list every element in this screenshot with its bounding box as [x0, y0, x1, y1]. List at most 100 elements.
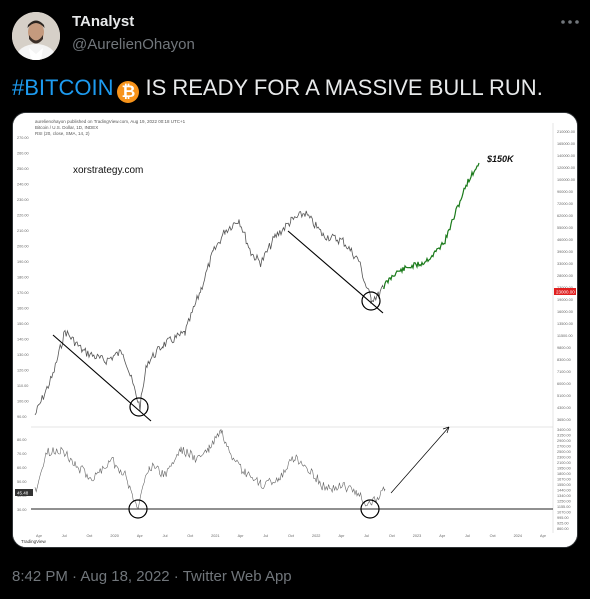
- y-left-tick-label: 140.00: [17, 338, 29, 342]
- x-tick-label: Jul: [364, 534, 369, 538]
- y-right-tick-label: 4300.00: [557, 406, 571, 410]
- rsi-right-tick-label: 2900.00: [557, 439, 571, 443]
- rsi-right-tick-label: 995.00: [557, 516, 569, 520]
- client-link[interactable]: Twitter Web App: [182, 568, 292, 585]
- y-right-tick-label: 90000.00: [557, 190, 573, 194]
- x-tick-label: Oct: [389, 534, 396, 538]
- y-right-tick-label: 19000.00: [557, 298, 573, 302]
- author-handle[interactable]: @AurelienOhayon: [72, 36, 195, 53]
- projection-series-line: [382, 162, 480, 290]
- rsi-tag: [15, 489, 33, 496]
- trendline-2019: [52, 334, 152, 422]
- timestamp-separator: ·: [169, 568, 183, 585]
- rsi-right-tick-label: 2100.00: [557, 461, 571, 465]
- bitcoin-icon: ₿: [117, 81, 140, 103]
- y-left-tick-label: 200.00: [17, 245, 29, 249]
- y-right-tick-label: 100000.00: [557, 178, 575, 182]
- x-tick-label: Apr: [338, 534, 345, 538]
- rsi-right-tick-label: 1340.00: [557, 494, 571, 498]
- x-tick-label: 2023: [413, 534, 421, 538]
- x-tick-label: Oct: [288, 534, 295, 538]
- rsi-right-tick-label: 3150.00: [557, 434, 571, 438]
- y-right-tick-label: 55000.00: [557, 226, 573, 230]
- price-tag-text: 23000.00: [556, 290, 575, 295]
- rsi-tag-text: 45.48: [17, 491, 29, 496]
- avatar-image: [12, 12, 60, 60]
- x-tick-label: Jul: [62, 534, 67, 538]
- rsi-arrow-line: [390, 426, 450, 494]
- x-tick-label: Jul: [263, 534, 268, 538]
- x-tick-label: Apr: [540, 534, 547, 538]
- y-right-tick-label: 140000.00: [557, 154, 575, 158]
- x-tick-label: Apr: [36, 534, 43, 538]
- rsi-right-tick-label: 1070.00: [557, 511, 571, 515]
- x-tick-label: 2022: [312, 534, 320, 538]
- y-right-tick-label: 5100.00: [557, 394, 571, 398]
- y-left-tick-label: 220.00: [17, 214, 29, 218]
- author-name[interactable]: TAnalyst: [72, 13, 135, 30]
- y-left-tick-label: 190.00: [17, 260, 29, 264]
- chart-header-line1: aurelienohayon published on TradingView.…: [35, 119, 186, 124]
- chart-header-line2: Bitcoin / U.S. Dollar, 1D, INDEX: [35, 125, 98, 130]
- trendline-2022: [287, 230, 384, 314]
- y-right-tick-label: 120000.00: [557, 166, 575, 170]
- circle-marker-2022-price: [361, 291, 381, 311]
- y-right-tick-label: 13500.00: [557, 322, 573, 326]
- rsi-left-tick-label: 50.00: [17, 480, 27, 484]
- price-tag: [554, 288, 576, 295]
- y-right-tick-label: 6000.00: [557, 382, 571, 386]
- x-tick-label: Jul: [465, 534, 470, 538]
- x-tick-label: Apr: [137, 534, 144, 538]
- y-right-tick-label: 3650.00: [557, 418, 571, 422]
- x-tick-label: Apr: [238, 534, 245, 538]
- y-right-tick-label: 62000.00: [557, 214, 573, 218]
- x-tick-label: Apr: [439, 534, 446, 538]
- rsi-left-tick-label: 80.00: [17, 438, 27, 442]
- tweet-time[interactable]: 8:42 PM: [12, 568, 68, 585]
- chart-svg: aurelienohayon published on TradingView.…: [13, 113, 577, 547]
- x-tick-label: 2020: [110, 534, 118, 538]
- y-left-tick-label: 240.00: [17, 183, 29, 187]
- y-left-tick-label: 170.00: [17, 291, 29, 295]
- y-left-tick-label: 270.00: [17, 136, 29, 140]
- y-left-tick-label: 150.00: [17, 322, 29, 326]
- y-right-tick-label: 33000.00: [557, 262, 573, 266]
- y-left-tick-label: 90.00: [17, 415, 27, 419]
- rsi-right-tick-label: 1670.00: [557, 478, 571, 482]
- rsi-right-tick-label: 860.00: [557, 527, 569, 531]
- more-horizontal-icon[interactable]: [558, 14, 582, 30]
- rsi-right-tick-label: 925.00: [557, 522, 569, 526]
- y-left-tick-label: 110.00: [17, 384, 28, 388]
- y-left-tick-label: 260.00: [17, 152, 29, 156]
- y-right-tick-label: 39000.00: [557, 250, 573, 254]
- y-right-tick-label: 165000.00: [557, 142, 575, 146]
- y-right-tick-label: 7100.00: [557, 370, 571, 374]
- y-right-tick-label: 8300.00: [557, 358, 571, 362]
- watermark-text: xorstrategy.com: [73, 165, 143, 176]
- rsi-right-tick-label: 1950.00: [557, 467, 571, 471]
- y-right-tick-label: 28000.00: [557, 274, 573, 278]
- circle-marker-2022-rsi: [360, 499, 380, 519]
- rsi-left-tick-label: 70.00: [17, 452, 27, 456]
- target-label: $150K: [486, 154, 515, 164]
- y-left-tick-label: 230.00: [17, 198, 29, 202]
- rsi-right-tick-label: 2700.00: [557, 445, 571, 449]
- avatar[interactable]: [12, 12, 60, 60]
- tweet-date[interactable]: Aug 18, 2022: [80, 568, 170, 585]
- arrow-head-icon: [442, 426, 450, 434]
- y-left-tick-label: 100.00: [17, 400, 29, 404]
- y-left-tick-label: 250.00: [17, 167, 29, 171]
- x-tick-label: 2021: [211, 534, 219, 538]
- rsi-series-line: [34, 428, 386, 509]
- rsi-right-tick-label: 1155.00: [557, 505, 570, 509]
- rsi-left-tick-label: 30.00: [17, 508, 27, 512]
- chart-background: [13, 113, 577, 547]
- chart-header-line3: RSI (20, close, SMA, 14, 2): [35, 131, 90, 136]
- y-right-tick-label: 72000.00: [557, 202, 573, 206]
- rsi-right-tick-label: 1250.00: [557, 500, 571, 504]
- rsi-right-tick-label: 2500.00: [557, 450, 571, 454]
- tweet-media-image[interactable]: aurelienohayon published on TradingView.…: [12, 112, 578, 548]
- hashtag-link[interactable]: #BITCOIN: [12, 75, 114, 100]
- tradingview-logo: TradingView: [21, 539, 47, 544]
- rsi-left-tick-label: 60.00: [17, 466, 27, 470]
